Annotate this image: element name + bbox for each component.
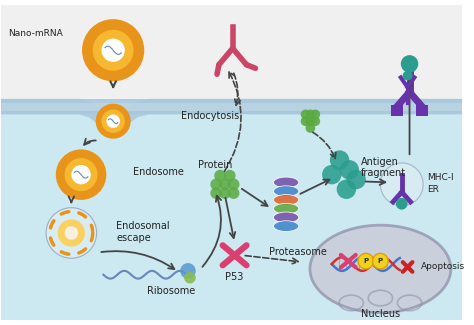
Text: Protein: Protein <box>198 160 232 170</box>
Text: Ribosome: Ribosome <box>147 286 196 296</box>
Circle shape <box>101 39 125 62</box>
Ellipse shape <box>273 186 299 197</box>
Circle shape <box>228 178 239 190</box>
Circle shape <box>93 30 134 71</box>
Circle shape <box>106 114 120 128</box>
Circle shape <box>310 110 320 119</box>
Circle shape <box>358 254 374 269</box>
Circle shape <box>96 104 131 139</box>
Ellipse shape <box>273 221 299 231</box>
Text: Apoptosis: Apoptosis <box>421 263 465 271</box>
Text: Endosome: Endosome <box>133 167 183 177</box>
Circle shape <box>72 165 91 184</box>
Circle shape <box>82 19 144 81</box>
Ellipse shape <box>273 177 299 188</box>
Circle shape <box>396 198 408 210</box>
Ellipse shape <box>273 203 299 214</box>
Circle shape <box>301 116 310 126</box>
Text: ER: ER <box>427 185 439 194</box>
Circle shape <box>346 170 366 189</box>
Text: Nano-mRNA: Nano-mRNA <box>8 29 63 38</box>
Circle shape <box>306 123 315 133</box>
Circle shape <box>322 165 341 184</box>
FancyBboxPatch shape <box>1 99 462 114</box>
Circle shape <box>339 160 359 179</box>
Circle shape <box>64 158 98 191</box>
Circle shape <box>224 170 236 181</box>
Circle shape <box>101 110 125 133</box>
Circle shape <box>64 226 78 240</box>
Text: fragment: fragment <box>361 168 406 178</box>
Circle shape <box>310 116 320 126</box>
Circle shape <box>219 178 231 190</box>
Text: P: P <box>363 258 368 264</box>
Text: P53: P53 <box>226 272 244 282</box>
Circle shape <box>301 110 310 119</box>
Text: Endocytosis: Endocytosis <box>181 111 239 121</box>
Circle shape <box>337 179 356 199</box>
Text: escape: escape <box>116 233 151 243</box>
Circle shape <box>46 208 97 258</box>
Text: MHC-I: MHC-I <box>427 173 454 182</box>
Ellipse shape <box>310 225 451 313</box>
Circle shape <box>214 170 226 181</box>
FancyBboxPatch shape <box>1 5 462 114</box>
Circle shape <box>380 163 423 206</box>
Circle shape <box>219 187 231 199</box>
Circle shape <box>184 272 196 283</box>
PathPatch shape <box>1 99 462 133</box>
Text: Endosomal: Endosomal <box>116 221 170 231</box>
Circle shape <box>373 254 388 269</box>
Circle shape <box>403 71 412 80</box>
Text: Antigen: Antigen <box>361 157 399 167</box>
Text: Nucleus: Nucleus <box>361 309 400 318</box>
FancyBboxPatch shape <box>1 99 462 320</box>
Circle shape <box>306 116 315 126</box>
Circle shape <box>210 187 222 199</box>
Circle shape <box>330 150 349 170</box>
FancyBboxPatch shape <box>416 105 428 116</box>
Ellipse shape <box>273 195 299 205</box>
Text: Proteasome: Proteasome <box>269 247 327 257</box>
Text: P: P <box>378 258 383 264</box>
Circle shape <box>401 55 418 72</box>
Circle shape <box>228 187 239 199</box>
Circle shape <box>58 219 85 247</box>
Circle shape <box>180 263 196 279</box>
Circle shape <box>306 110 315 119</box>
Circle shape <box>56 150 106 200</box>
Ellipse shape <box>273 212 299 223</box>
FancyBboxPatch shape <box>391 105 403 116</box>
FancyBboxPatch shape <box>1 103 462 111</box>
Circle shape <box>210 178 222 190</box>
